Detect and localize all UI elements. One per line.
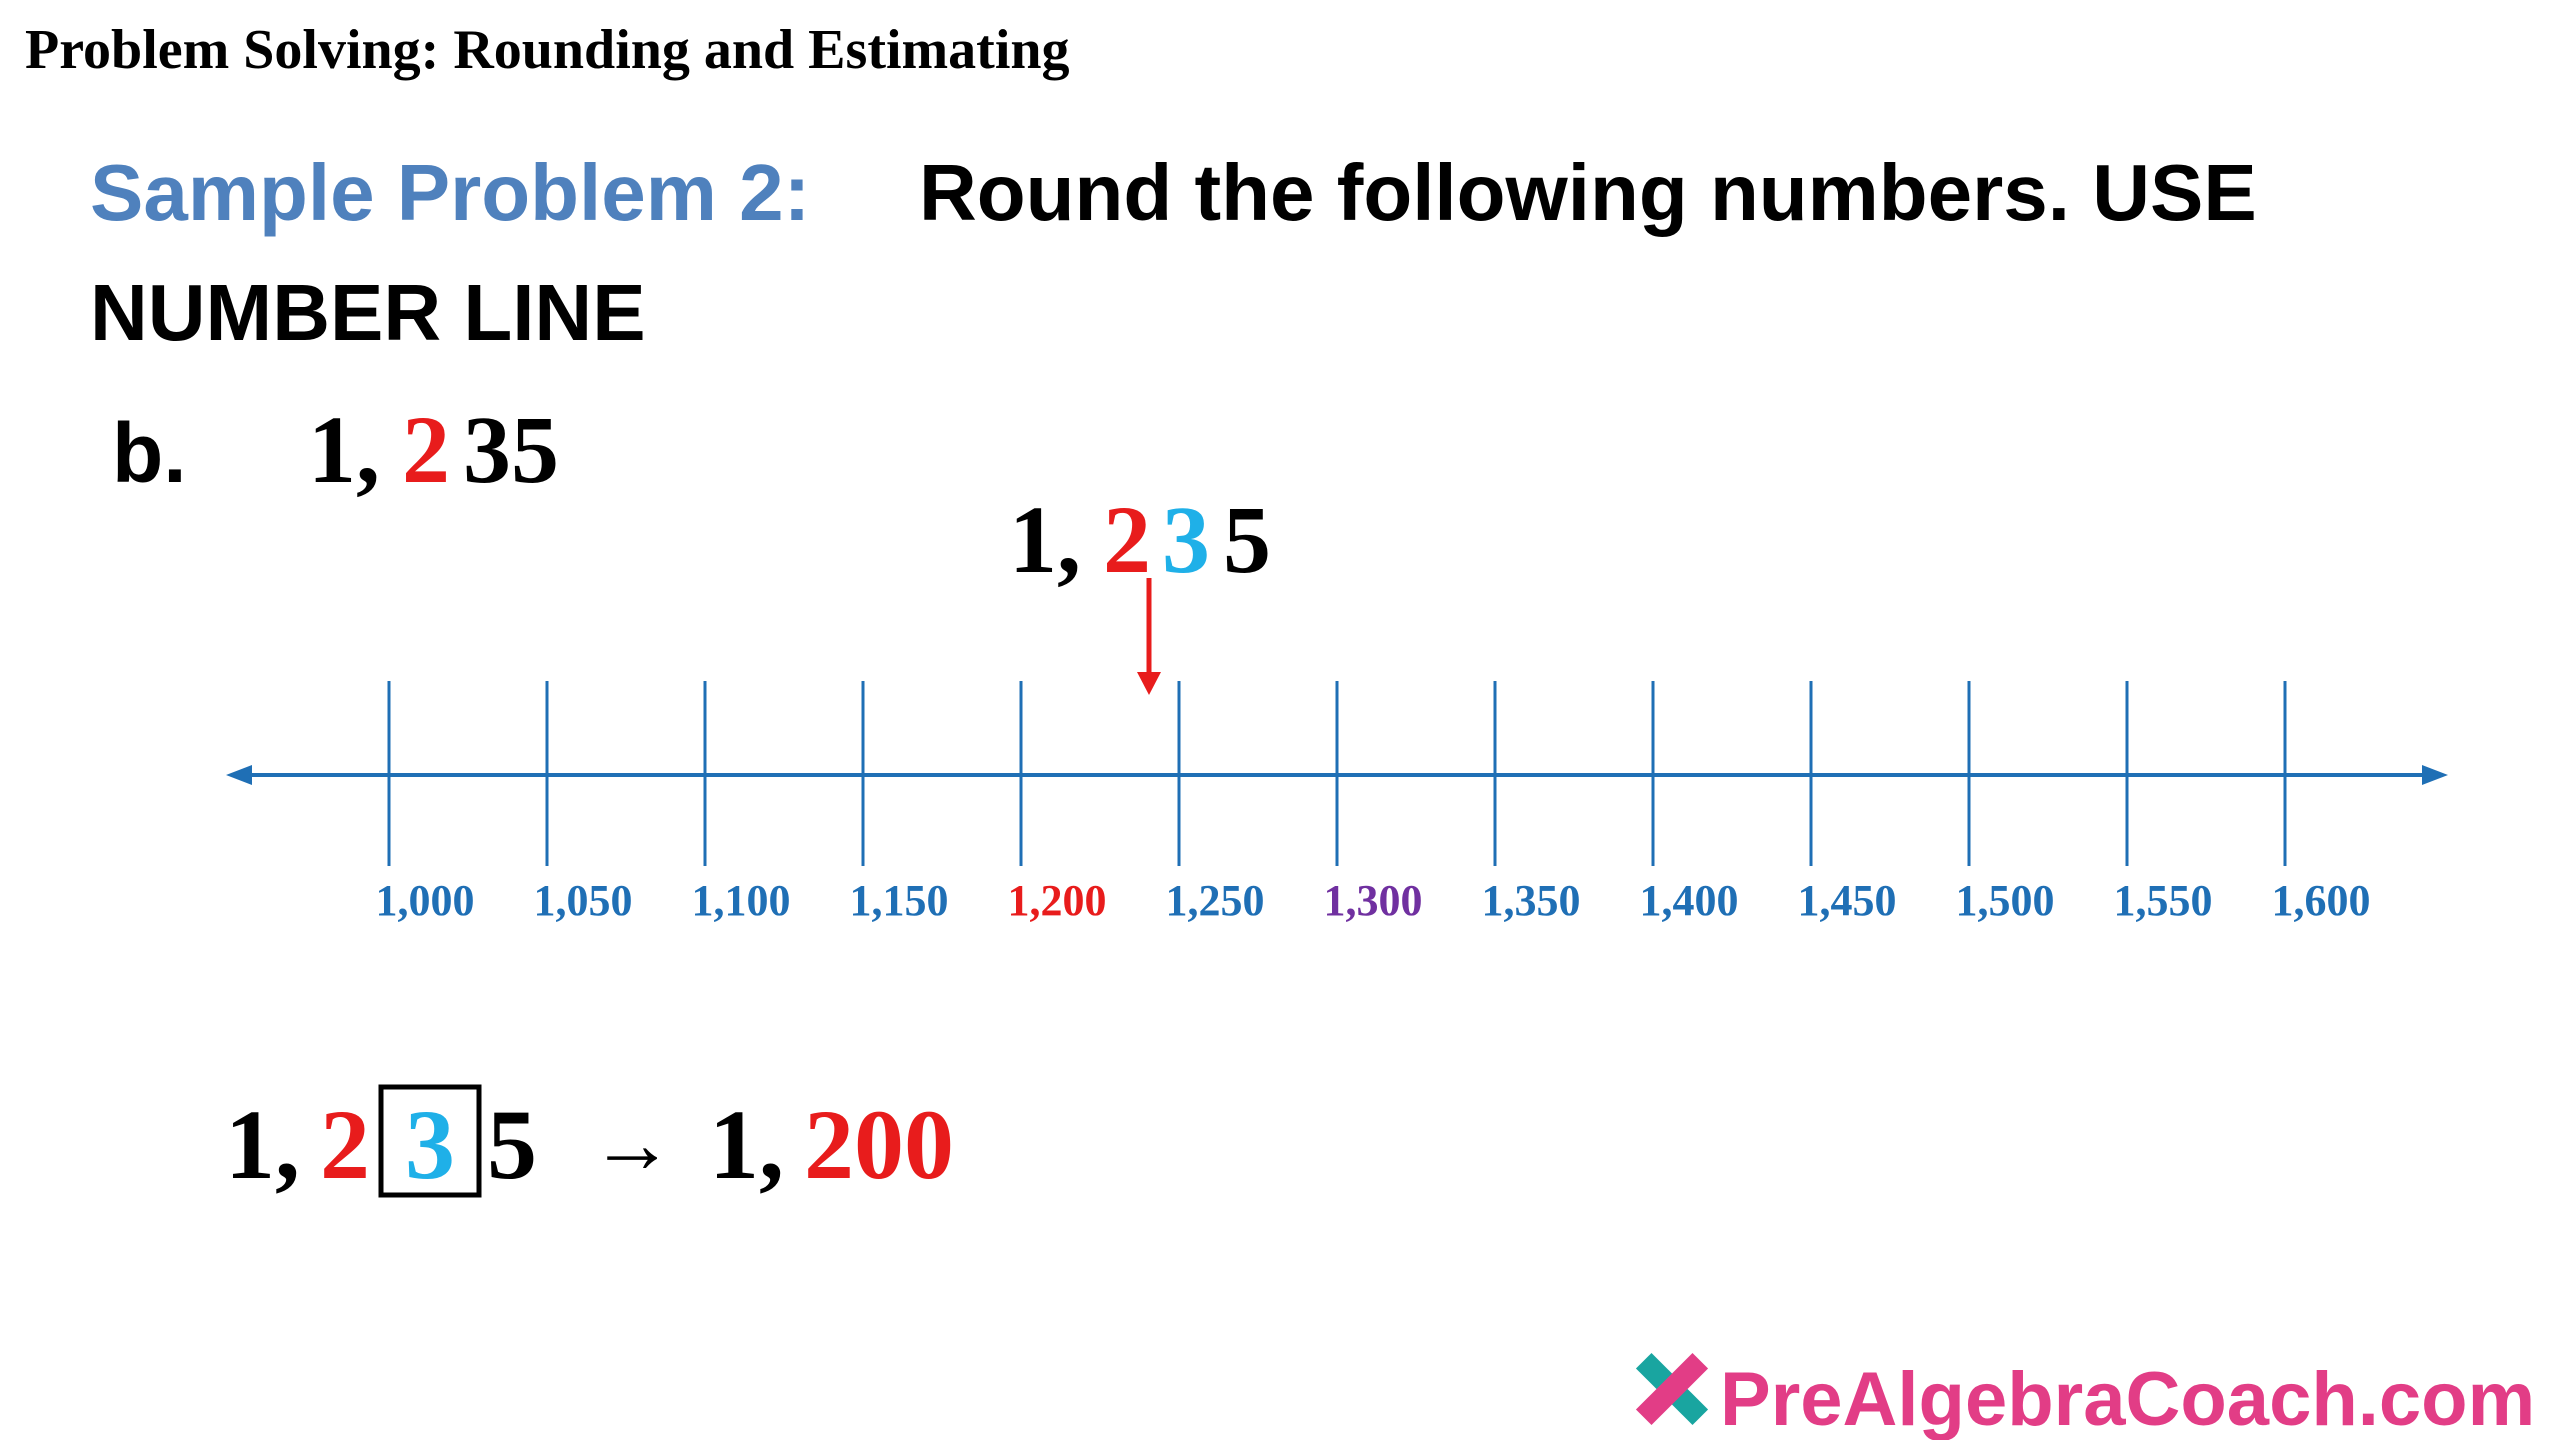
tick-label: 1,550 bbox=[2114, 876, 2213, 925]
tick-label: 1,250 bbox=[1166, 876, 1265, 925]
number-part: 5 bbox=[1223, 486, 1271, 593]
logo-icon bbox=[1635, 1352, 1709, 1426]
number-part: 1, bbox=[308, 396, 380, 503]
number-part: 2 bbox=[402, 396, 450, 503]
number-part: 1, bbox=[1009, 486, 1081, 593]
digit-box bbox=[378, 1084, 482, 1198]
problem-text: Round the following numbers. USE bbox=[919, 148, 2257, 237]
number-part: 2 bbox=[1103, 486, 1151, 593]
tick-label: 1,000 bbox=[376, 876, 475, 925]
part-label: b. bbox=[112, 406, 187, 500]
answer-part: 1, bbox=[709, 1089, 784, 1200]
answer-part: 200 bbox=[804, 1089, 954, 1200]
tick-label: 1,500 bbox=[1956, 876, 2055, 925]
tick-label: 1,100 bbox=[692, 876, 791, 925]
pointer-arrow-head bbox=[1137, 672, 1161, 695]
number-line-arrow bbox=[2422, 765, 2448, 785]
arrow: → bbox=[590, 1098, 674, 1191]
number-part: 1, bbox=[225, 1089, 300, 1200]
number-part: 5 bbox=[487, 1089, 537, 1200]
tick-label: 1,450 bbox=[1798, 876, 1897, 925]
tick-label: 1,150 bbox=[850, 876, 949, 925]
number-part: 35 bbox=[463, 396, 559, 503]
problem-text: NUMBER LINE bbox=[90, 268, 646, 357]
tick-label: 1,350 bbox=[1482, 876, 1581, 925]
tick-label: 1,400 bbox=[1640, 876, 1739, 925]
tick-label: 1,050 bbox=[534, 876, 633, 925]
number-part: 2 bbox=[320, 1089, 370, 1200]
problem-label: Sample Problem 2: bbox=[90, 148, 810, 237]
header-title: Problem Solving: Rounding and Estimating bbox=[25, 19, 1070, 81]
tick-label: 1,600 bbox=[2272, 876, 2371, 925]
number-part: 3 bbox=[405, 1089, 455, 1200]
tick-label: 1,300 bbox=[1324, 876, 1423, 925]
logo-text: PreAlgebraCoach.com bbox=[1720, 1357, 2535, 1440]
ticks: 1,000 1,050 1,100 1,150 1,200 1,250 1,300 1,350… bbox=[376, 681, 2371, 925]
number-part: 3 bbox=[1162, 486, 1210, 593]
number-line-arrow bbox=[226, 765, 252, 785]
tick-label: 1,200 bbox=[1008, 876, 1107, 925]
